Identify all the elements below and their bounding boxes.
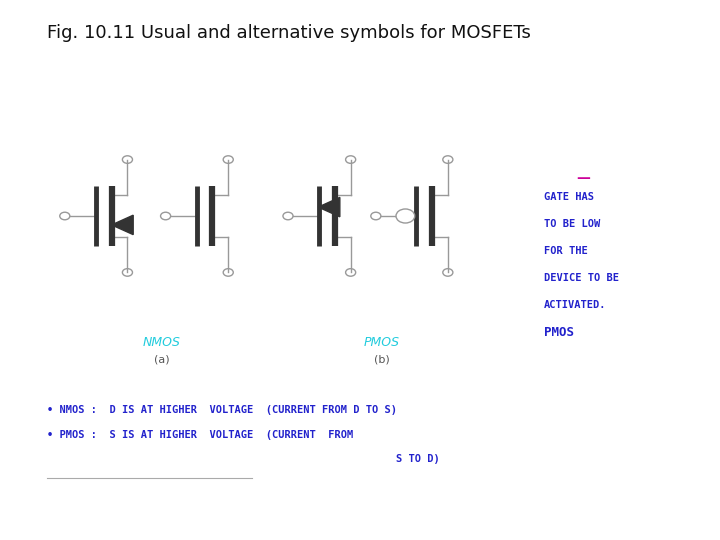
Text: (a): (a) [154, 354, 170, 364]
Text: S TO D): S TO D) [396, 454, 440, 464]
Text: • PMOS :  S IS AT HIGHER  VOLTAGE  (CURRENT  FROM: • PMOS : S IS AT HIGHER VOLTAGE (CURRENT… [47, 430, 353, 440]
Polygon shape [112, 215, 133, 234]
Text: DEVICE TO BE: DEVICE TO BE [544, 273, 618, 283]
Text: PMOS: PMOS [544, 326, 574, 339]
Text: —: — [576, 171, 590, 185]
Text: PMOS: PMOS [364, 336, 400, 349]
Polygon shape [318, 197, 340, 217]
Text: TO BE LOW: TO BE LOW [544, 219, 600, 229]
Text: (b): (b) [374, 354, 390, 364]
Text: NMOS: NMOS [143, 336, 181, 349]
Text: Fig. 10.11 Usual and alternative symbols for MOSFETs: Fig. 10.11 Usual and alternative symbols… [47, 24, 531, 42]
Text: ACTIVATED.: ACTIVATED. [544, 300, 606, 310]
Text: GATE HAS: GATE HAS [544, 192, 593, 202]
Text: • NMOS :  D IS AT HIGHER  VOLTAGE  (CURRENT FROM D TO S): • NMOS : D IS AT HIGHER VOLTAGE (CURRENT… [47, 406, 397, 415]
Text: FOR THE: FOR THE [544, 246, 588, 256]
